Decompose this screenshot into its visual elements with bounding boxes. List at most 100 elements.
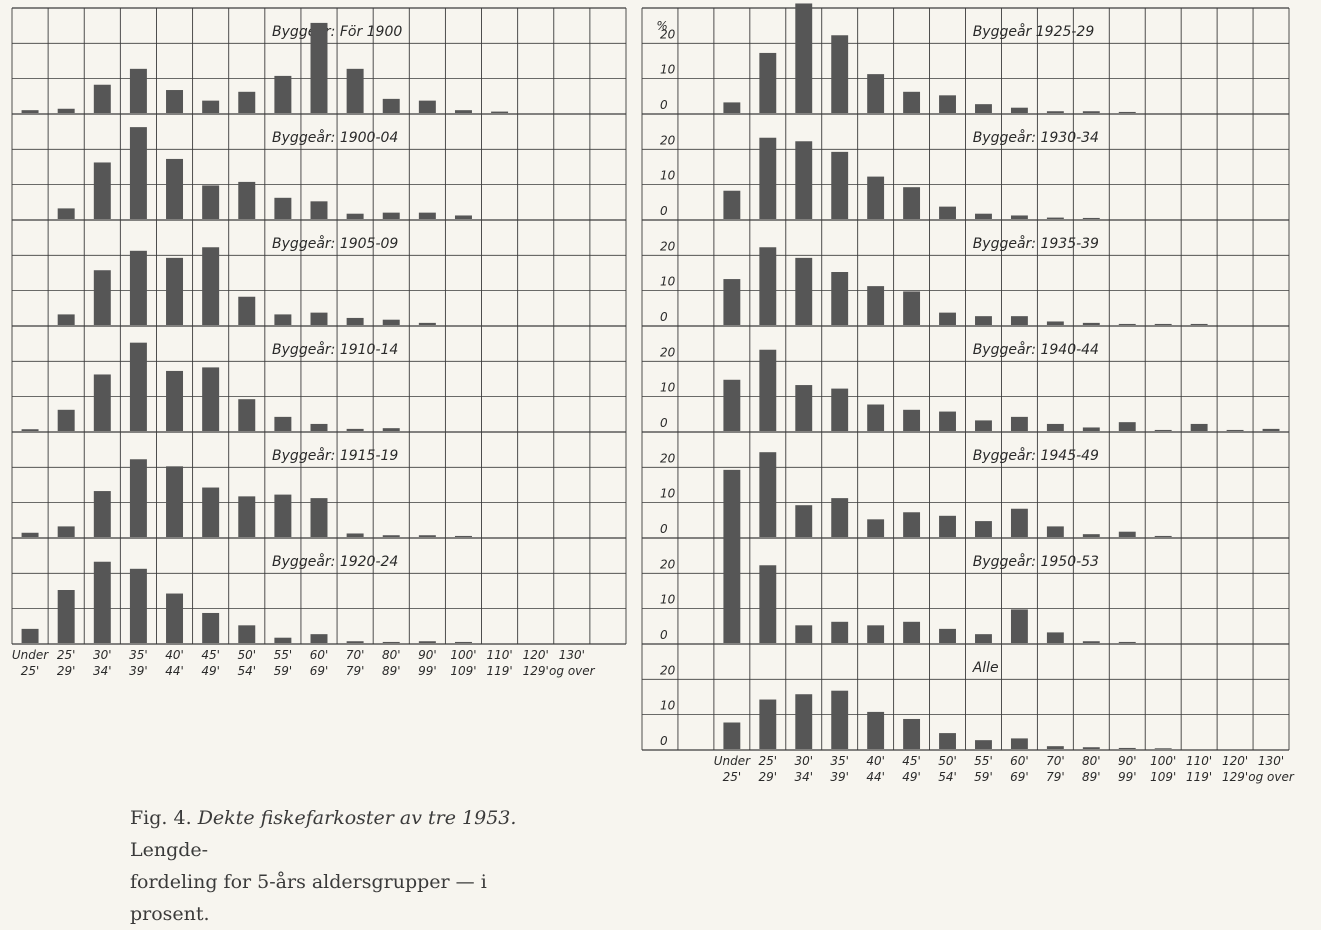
x-tick-label-left: 110' bbox=[486, 648, 512, 662]
bar-right-0-8 bbox=[1010, 107, 1028, 113]
bar-left-4-0 bbox=[21, 532, 39, 537]
bar-right-2-6 bbox=[939, 312, 956, 325]
bar-right-2-10 bbox=[1082, 322, 1100, 325]
bar-right-2-7 bbox=[975, 316, 992, 325]
panel-title: Byggeår 1925-29 bbox=[973, 23, 1095, 40]
y-tick-label: 20 bbox=[660, 345, 676, 359]
y-tick-label: 20 bbox=[660, 27, 676, 41]
bar-right-4-12 bbox=[1154, 535, 1172, 537]
x-tick-label-right: 50' bbox=[938, 754, 957, 768]
bar-left-4-3 bbox=[129, 459, 147, 537]
bar-right-6-0 bbox=[723, 722, 741, 749]
bar-right-4-6 bbox=[939, 515, 956, 537]
x-tick-label-right: 100' bbox=[1150, 754, 1176, 768]
y-tick-label: 20 bbox=[660, 557, 676, 571]
bar-left-0-2 bbox=[93, 84, 111, 113]
bar-left-1-2 bbox=[93, 162, 111, 219]
x-tick-label-left: 55' bbox=[274, 648, 293, 662]
bar-left-4-1 bbox=[57, 526, 75, 537]
bar-left-5-5 bbox=[202, 612, 220, 643]
bar-right-2-9 bbox=[1046, 321, 1064, 325]
bar-right-5-10 bbox=[1082, 641, 1100, 643]
bar-right-3-3 bbox=[831, 388, 849, 431]
bar-right-0-0 bbox=[723, 102, 741, 113]
bar-right-5-2 bbox=[795, 625, 813, 643]
bar-right-1-5 bbox=[903, 187, 921, 219]
bar-left-5-7 bbox=[274, 637, 292, 643]
x-tick-label-left: 109' bbox=[450, 664, 476, 678]
bar-right-3-9 bbox=[1046, 423, 1064, 431]
bar-right-1-6 bbox=[939, 206, 956, 219]
bar-right-3-10 bbox=[1082, 427, 1100, 431]
x-tick-label-left: 35' bbox=[129, 648, 148, 662]
x-tick-label-left: 29' bbox=[57, 664, 76, 678]
bar-right-1-0 bbox=[723, 190, 741, 219]
bar-left-3-2 bbox=[93, 374, 111, 431]
x-tick-label-right: 44' bbox=[866, 770, 885, 784]
y-tick-label: 0 bbox=[660, 310, 668, 324]
figure-caption: Fig. 4. Dekte fiskefarkoster av tre 1953… bbox=[130, 802, 560, 930]
panel-title: Byggeår: 1945-49 bbox=[973, 447, 1099, 464]
bar-left-3-1 bbox=[57, 409, 75, 431]
x-tick-label-left: 89' bbox=[382, 664, 401, 678]
bar-left-0-1 bbox=[57, 108, 75, 113]
bar-right-2-8 bbox=[1010, 316, 1028, 325]
y-tick-label: 10 bbox=[660, 169, 676, 183]
panel-title: Alle bbox=[972, 660, 999, 676]
bar-right-5-3 bbox=[831, 621, 849, 643]
bar-right-6-2 bbox=[795, 694, 813, 749]
bar-left-3-0 bbox=[21, 429, 39, 431]
bar-right-4-7 bbox=[975, 521, 992, 537]
x-tick-label-right: 79' bbox=[1046, 770, 1065, 784]
bar-right-6-4 bbox=[867, 711, 885, 749]
caption-line1-rest: Lengde- bbox=[130, 839, 209, 861]
panel-left-2: Byggeår: 1905-09 bbox=[57, 235, 436, 325]
bar-left-4-12 bbox=[454, 535, 472, 537]
bar-right-3-14 bbox=[1226, 429, 1244, 431]
x-tick-label-right: 25' bbox=[723, 770, 742, 784]
bar-right-6-7 bbox=[975, 740, 992, 749]
x-tick-label-right: 34' bbox=[794, 770, 813, 784]
bar-right-1-2 bbox=[795, 141, 813, 219]
bar-left-4-11 bbox=[418, 535, 436, 537]
bar-right-4-9 bbox=[1046, 526, 1064, 537]
bar-left-0-7 bbox=[274, 75, 292, 113]
caption-line2: fordeling for 5-års aldersgrupper — i pr… bbox=[130, 871, 487, 925]
bar-left-1-3 bbox=[129, 127, 147, 219]
panel-right-0: Byggeår 1925-29 bbox=[723, 3, 1136, 114]
x-tick-label-right: 69' bbox=[1010, 770, 1029, 784]
x-tick-label-left: 59' bbox=[274, 664, 293, 678]
bar-right-4-10 bbox=[1082, 534, 1100, 537]
bar-right-5-1 bbox=[759, 565, 777, 643]
x-tick-label-right: 119' bbox=[1186, 770, 1212, 784]
bar-right-2-0 bbox=[723, 279, 741, 325]
y-tick-label: 10 bbox=[660, 63, 676, 77]
bar-right-5-8 bbox=[1010, 609, 1028, 643]
bar-right-5-7 bbox=[975, 634, 992, 643]
y-tick-label: 0 bbox=[660, 628, 668, 642]
x-tick-label-right: 129' bbox=[1222, 770, 1248, 784]
bar-left-1-6 bbox=[238, 181, 256, 219]
x-tick-label-right: 80' bbox=[1082, 754, 1101, 768]
panel-title: Byggeår: 1900-04 bbox=[272, 129, 398, 146]
bar-right-5-5 bbox=[903, 621, 921, 643]
bar-left-4-6 bbox=[238, 496, 256, 537]
x-tick-label-left: 129' bbox=[523, 664, 549, 678]
x-tick-label-left: 34' bbox=[93, 664, 112, 678]
bar-left-4-10 bbox=[382, 535, 400, 537]
bar-right-3-5 bbox=[903, 409, 921, 431]
panel-right-1: Byggeår: 1930-34 bbox=[723, 129, 1100, 219]
x-tick-label-right: 29' bbox=[759, 770, 778, 784]
bar-left-1-4 bbox=[166, 158, 184, 219]
bar-left-5-0 bbox=[21, 628, 39, 643]
bar-left-4-4 bbox=[166, 466, 184, 537]
bar-right-2-13 bbox=[1190, 323, 1208, 325]
bar-left-4-5 bbox=[202, 487, 220, 537]
bar-right-2-4 bbox=[867, 286, 885, 325]
bar-left-0-6 bbox=[238, 91, 256, 113]
x-tick-label-left: 25' bbox=[21, 664, 40, 678]
y-tick-label: 0 bbox=[660, 416, 668, 430]
x-tick-label-left: 49' bbox=[201, 664, 220, 678]
y-tick-label: 10 bbox=[660, 699, 676, 713]
bar-right-1-4 bbox=[867, 176, 885, 219]
